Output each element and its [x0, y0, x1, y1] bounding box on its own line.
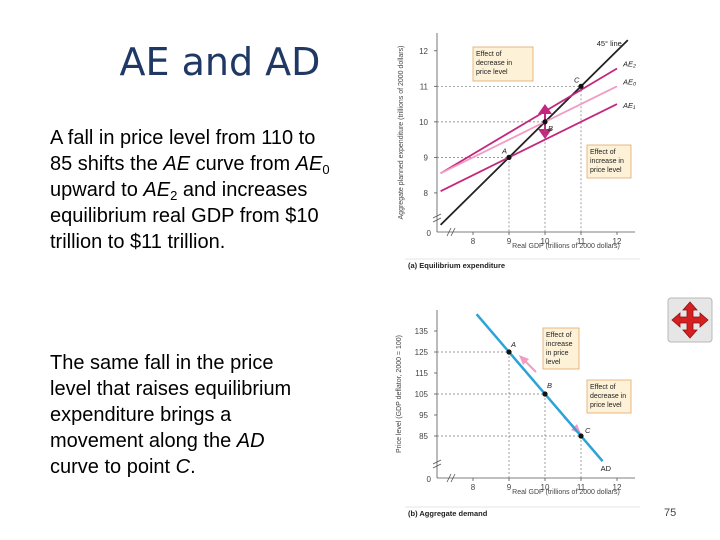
point-label: A [510, 340, 516, 349]
y-tick-label: 95 [419, 411, 428, 420]
x-tick-label: 8 [471, 483, 476, 492]
annotation-text: increase in [590, 158, 624, 165]
y-tick-label: 8 [424, 189, 429, 198]
text-run: C [175, 456, 191, 478]
series-label: AE₀ [622, 77, 636, 86]
annotation-text: price level [590, 402, 622, 409]
series-line [475, 313, 604, 463]
point-label: C [574, 75, 580, 84]
x-tick-label: 9 [507, 483, 512, 492]
y-tick-label: 10 [419, 118, 428, 127]
annotation-text: decrease in [590, 393, 626, 400]
point [578, 433, 584, 439]
x-tick-label: 11 [577, 237, 586, 246]
paragraph: A fall in price level from 110 to 85 shi… [50, 125, 342, 255]
y-tick-label: 115 [415, 369, 428, 378]
point-label: B [548, 124, 553, 133]
annotation-box [586, 144, 632, 179]
annotation-text: price level [476, 69, 508, 76]
y-tick-label: 105 [415, 390, 429, 399]
y-axis-label: Price level (GDP deflator, 2000 = 100) [396, 335, 403, 453]
x-tick-label: 8 [471, 237, 476, 246]
series-label: AE₁ [622, 101, 636, 110]
text-run: and increases equilibrium real GDP from … [50, 179, 319, 253]
text-run: AD [236, 430, 265, 452]
x-axis-label: Real GDP (trillions of 2000 dollars) [512, 489, 620, 496]
annotation-text: Effect of [590, 149, 616, 156]
origin-label: 0 [427, 475, 432, 484]
axis-break [432, 213, 456, 237]
point [578, 83, 584, 89]
series-label: AD [601, 464, 612, 473]
series-line [439, 39, 629, 226]
caption: (a) Equilibrium expenditure [408, 261, 505, 270]
series-line [440, 103, 618, 192]
point-label: C [585, 426, 591, 435]
point-label: B [547, 381, 552, 390]
slide-title: AE and AD [119, 40, 321, 84]
axis-break [432, 459, 456, 483]
y-tick-label: 12 [419, 47, 428, 56]
annotation-text: Effect of [546, 332, 572, 339]
text-run: 0 [322, 162, 330, 177]
annotation-text: Effect of [476, 51, 502, 58]
x-tick-label: 11 [577, 483, 586, 492]
text-run: curve to point [50, 456, 176, 478]
text-run: curve from [190, 153, 296, 175]
point-label: A [501, 146, 507, 155]
text-run: A fall in price level from 110 to 85 shi… [50, 127, 316, 175]
text-run: . [190, 456, 196, 478]
text-run: AE [295, 153, 323, 175]
series-line [440, 85, 618, 175]
x-axis-label: Real GDP (trillions of 2000 dollars) [512, 243, 620, 250]
annotation-text: price level [590, 167, 622, 174]
text-run: 2 [170, 188, 178, 203]
x-tick-label: 9 [507, 237, 512, 246]
annotation-text: level [546, 359, 561, 366]
point [506, 349, 512, 355]
y-tick-label: 125 [415, 348, 429, 357]
annotation-box [586, 379, 632, 414]
text-run: The same fall in the price level that ra… [50, 352, 292, 452]
annotation-text: decrease in [476, 60, 512, 67]
x-tick-label: 12 [613, 237, 622, 246]
y-tick-label: 85 [419, 432, 428, 441]
move-icon[interactable] [667, 297, 713, 343]
y-tick-label: 9 [424, 153, 429, 162]
x-tick-label: 10 [541, 237, 550, 246]
annotation-text: in price [546, 350, 569, 357]
y-tick-label: 11 [420, 82, 429, 91]
text-run: upward to [50, 179, 144, 201]
y-tick-label: 135 [415, 327, 429, 336]
annotation-text: Effect of [590, 384, 616, 391]
paragraph: The same fall in the price level that ra… [50, 350, 305, 480]
text-run: AE [163, 153, 191, 175]
point [542, 391, 548, 397]
text-run: AE [143, 179, 171, 201]
x-tick-label: 10 [541, 483, 550, 492]
point [506, 154, 512, 160]
annotation-box [542, 327, 580, 370]
y-axis-label: Aggregate planned expenditure (trillions… [398, 46, 405, 220]
x-tick-label: 12 [613, 483, 622, 492]
caption: (b) Aggregate demand [408, 509, 488, 518]
page-number: 75 [664, 507, 677, 519]
annotation-text: increase [546, 341, 573, 348]
origin-label: 0 [427, 229, 432, 238]
series-label: 45° line [597, 39, 622, 48]
point [542, 119, 548, 125]
series-line [440, 67, 618, 175]
series-label: AE₂ [622, 60, 636, 69]
annotation-box [472, 46, 534, 82]
